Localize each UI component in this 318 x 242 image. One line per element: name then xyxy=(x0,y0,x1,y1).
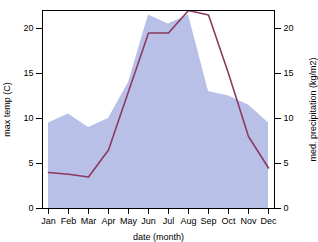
svg-text:May: May xyxy=(120,216,138,226)
svg-text:Apr: Apr xyxy=(101,216,115,226)
svg-text:Nov: Nov xyxy=(240,216,257,226)
svg-text:med. precipitation (kg/m2): med. precipitation (kg/m2) xyxy=(308,57,318,161)
svg-text:Mar: Mar xyxy=(81,216,97,226)
svg-text:max temp (C): max temp (C) xyxy=(2,82,12,137)
svg-text:Jan: Jan xyxy=(41,216,56,226)
svg-text:15: 15 xyxy=(284,68,294,78)
svg-text:5: 5 xyxy=(28,158,33,168)
svg-text:10: 10 xyxy=(284,113,294,123)
svg-text:Jul: Jul xyxy=(163,216,175,226)
svg-text:0: 0 xyxy=(284,203,289,213)
svg-text:20: 20 xyxy=(284,23,294,33)
svg-text:10: 10 xyxy=(23,113,33,123)
svg-text:Feb: Feb xyxy=(61,216,77,226)
svg-text:Aug: Aug xyxy=(180,216,196,226)
svg-text:Dec: Dec xyxy=(260,216,277,226)
svg-text:15: 15 xyxy=(23,68,33,78)
svg-text:Jun: Jun xyxy=(141,216,156,226)
svg-text:Oct: Oct xyxy=(221,216,236,226)
svg-text:0: 0 xyxy=(28,203,33,213)
svg-text:date (month): date (month) xyxy=(133,232,184,242)
svg-text:5: 5 xyxy=(284,158,289,168)
svg-text:20: 20 xyxy=(23,23,33,33)
svg-text:Sep: Sep xyxy=(200,216,216,226)
